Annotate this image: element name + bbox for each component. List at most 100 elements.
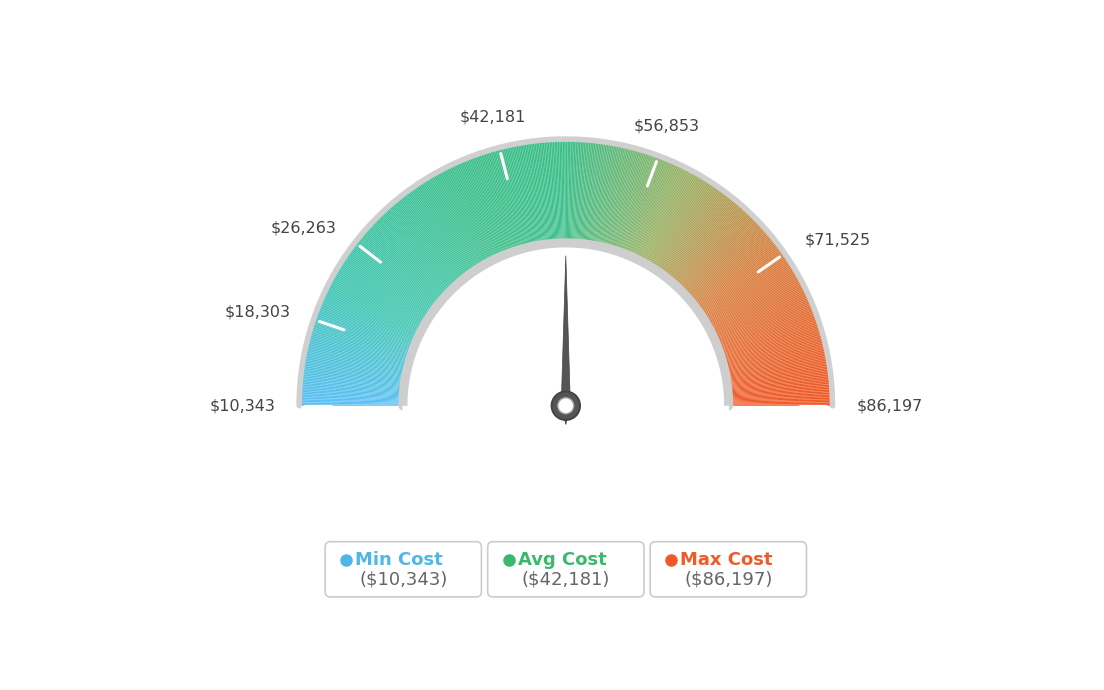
Wedge shape (343, 257, 431, 316)
Wedge shape (593, 143, 613, 246)
Wedge shape (352, 245, 436, 308)
Wedge shape (302, 359, 406, 378)
Wedge shape (511, 144, 533, 247)
Wedge shape (389, 206, 458, 284)
Wedge shape (602, 146, 626, 248)
Wedge shape (382, 211, 455, 288)
Wedge shape (505, 146, 529, 248)
Wedge shape (689, 232, 769, 301)
Wedge shape (698, 250, 784, 312)
Wedge shape (319, 303, 416, 344)
Wedge shape (390, 205, 459, 284)
Wedge shape (688, 229, 767, 299)
Wedge shape (413, 186, 474, 273)
Wedge shape (721, 328, 821, 359)
Wedge shape (350, 248, 435, 310)
Wedge shape (427, 177, 482, 267)
Wedge shape (416, 184, 476, 271)
Wedge shape (363, 230, 443, 300)
Wedge shape (337, 268, 426, 323)
Wedge shape (724, 346, 826, 371)
Wedge shape (681, 218, 756, 293)
Wedge shape (709, 279, 802, 329)
Wedge shape (484, 152, 517, 251)
Wedge shape (679, 214, 752, 289)
Wedge shape (725, 353, 828, 374)
Text: $26,263: $26,263 (270, 220, 336, 235)
Wedge shape (552, 139, 559, 244)
Wedge shape (701, 259, 789, 317)
Wedge shape (708, 275, 798, 326)
Wedge shape (670, 201, 739, 282)
Wedge shape (613, 150, 645, 250)
Wedge shape (330, 280, 423, 330)
Wedge shape (729, 397, 832, 402)
Wedge shape (565, 139, 567, 244)
Wedge shape (397, 198, 464, 280)
Wedge shape (728, 379, 831, 391)
Wedge shape (699, 253, 785, 313)
Wedge shape (718, 310, 816, 348)
Wedge shape (304, 353, 406, 374)
Wedge shape (336, 270, 426, 324)
Wedge shape (716, 304, 814, 345)
Wedge shape (640, 169, 690, 262)
Wedge shape (380, 214, 453, 289)
Wedge shape (465, 159, 505, 255)
Wedge shape (528, 141, 543, 245)
Wedge shape (306, 346, 407, 371)
Wedge shape (633, 162, 677, 258)
Wedge shape (307, 339, 408, 366)
Wedge shape (627, 159, 669, 256)
Wedge shape (622, 155, 659, 253)
Wedge shape (414, 185, 475, 272)
Wedge shape (666, 195, 731, 278)
Wedge shape (721, 324, 820, 357)
Wedge shape (656, 184, 714, 270)
Wedge shape (720, 322, 819, 355)
Wedge shape (651, 179, 708, 268)
Wedge shape (702, 262, 790, 319)
Wedge shape (333, 275, 424, 326)
Wedge shape (396, 199, 463, 281)
Wedge shape (299, 387, 404, 395)
Wedge shape (499, 147, 527, 248)
Wedge shape (646, 174, 699, 265)
Wedge shape (684, 223, 762, 295)
Wedge shape (725, 359, 829, 378)
Wedge shape (431, 175, 484, 266)
Wedge shape (577, 139, 586, 244)
Wedge shape (665, 194, 730, 277)
Wedge shape (461, 159, 503, 256)
Wedge shape (339, 264, 428, 320)
Wedge shape (302, 362, 405, 380)
Wedge shape (559, 139, 563, 244)
Wedge shape (693, 239, 775, 306)
Wedge shape (619, 155, 656, 253)
Wedge shape (522, 142, 540, 246)
Wedge shape (524, 142, 541, 245)
Wedge shape (308, 335, 410, 364)
Wedge shape (726, 362, 829, 380)
Wedge shape (661, 190, 724, 275)
Text: ($86,197): ($86,197) (684, 571, 773, 589)
Wedge shape (726, 367, 830, 384)
Wedge shape (629, 160, 671, 257)
Wedge shape (381, 213, 454, 288)
FancyBboxPatch shape (326, 542, 481, 597)
Wedge shape (728, 386, 831, 395)
Wedge shape (531, 141, 545, 245)
Wedge shape (446, 166, 493, 261)
Wedge shape (305, 351, 406, 373)
Wedge shape (719, 314, 817, 351)
Wedge shape (378, 216, 452, 290)
Wedge shape (512, 144, 534, 246)
Wedge shape (571, 139, 576, 244)
Wedge shape (401, 195, 466, 278)
Wedge shape (301, 373, 404, 386)
Wedge shape (708, 277, 800, 328)
Wedge shape (728, 387, 832, 395)
Wedge shape (357, 239, 438, 306)
Wedge shape (726, 369, 830, 384)
Wedge shape (460, 160, 502, 257)
